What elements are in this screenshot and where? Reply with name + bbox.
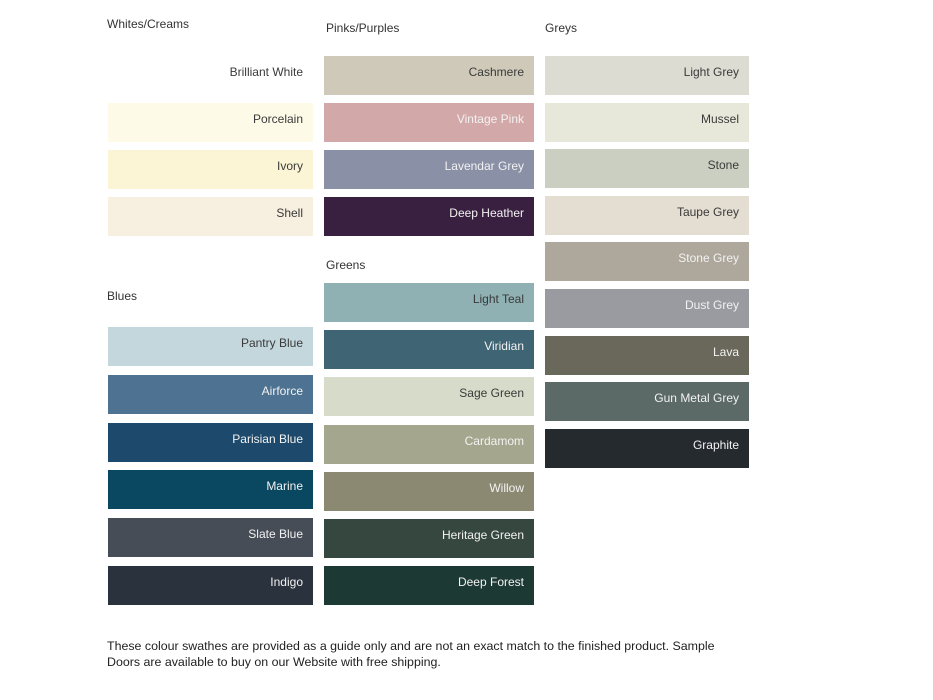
swatch-slate-blue: Slate Blue — [108, 518, 313, 558]
swatch-dust-grey: Dust Grey — [545, 288, 749, 328]
swatch-ivory: Ivory — [108, 150, 313, 189]
swatch-vintage-pink: Vintage Pink — [324, 103, 534, 142]
swatch-mussel: Mussel — [545, 102, 749, 142]
swatch-label: Sage Green — [459, 386, 524, 401]
swatch-marine: Marine — [108, 470, 313, 510]
group-title-pinks-purples: Pinks/Purples — [326, 21, 400, 35]
swatch-group-greys: Light Grey Mussel Stone Taupe Grey Stone… — [545, 56, 749, 468]
disclaimer-line-1: These colour swathes are provided as a g… — [107, 639, 715, 653]
swatch-label: Deep Heather — [449, 206, 524, 220]
swatch-lavendar-grey: Lavendar Grey — [324, 150, 534, 189]
swatch-cashmere: Cashmere — [324, 56, 534, 95]
swatch-label: Shell — [276, 206, 303, 220]
swatch-label: Heritage Green — [441, 527, 524, 542]
swatch-taupe-grey: Taupe Grey — [545, 195, 749, 235]
swatch-label: Indigo — [270, 574, 303, 589]
swatch-cardamom: Cardamom — [324, 424, 534, 464]
swatch-group-greens: Light Teal Viridian Sage Green Cardamom … — [324, 283, 534, 606]
swatch-deep-forest: Deep Forest — [324, 566, 534, 606]
swatch-sage-green: Sage Green — [324, 377, 534, 417]
group-title-whites-creams: Whites/Creams — [107, 17, 190, 31]
swatch-label: Vintage Pink — [456, 112, 524, 126]
swatch-label: Ivory — [276, 159, 303, 173]
swatch-label: Airforce — [261, 383, 303, 398]
swatch-label: Parisian Blue — [232, 431, 303, 446]
disclaimer-text: These colour swathes are provided as a g… — [107, 639, 807, 670]
group-title-greys: Greys — [545, 21, 578, 35]
swatch-label: Deep Forest — [457, 575, 524, 590]
swatch-label: Slate Blue — [248, 527, 303, 542]
swatch-stone-grey: Stone Grey — [545, 242, 749, 282]
swatch-label: Brilliant White — [229, 65, 303, 79]
swatch-pantry-blue: Pantry Blue — [108, 327, 313, 366]
swatch-label: Lava — [712, 344, 739, 359]
swatch-gun-metal-grey: Gun Metal Grey — [545, 382, 749, 422]
swatch-light-teal: Light Teal — [324, 283, 534, 322]
swatch-label: Lavendar Grey — [444, 159, 524, 173]
swatch-label: Cardamom — [464, 433, 524, 448]
swatch-deep-heather: Deep Heather — [324, 197, 534, 236]
swatch-light-grey: Light Grey — [545, 56, 749, 95]
swatch-shell: Shell — [108, 197, 313, 236]
column-whites-blues: Whites/Creams Brilliant White Porcelain … — [107, 0, 313, 700]
swatch-label: Mussel — [700, 111, 739, 126]
swatch-brilliant-white: Brilliant White — [108, 56, 313, 95]
disclaimer-line-2: Doors are available to buy on our Websit… — [107, 654, 441, 669]
swatch-label: Pantry Blue — [240, 336, 303, 350]
swatch-graphite: Graphite — [545, 428, 749, 468]
swatch-stone: Stone — [545, 149, 749, 189]
swatch-porcelain: Porcelain — [108, 103, 313, 142]
swatch-label: Stone — [707, 158, 739, 173]
group-title-blues: Blues — [107, 289, 138, 303]
column-greys: Greys Light Grey Mussel Stone Taupe Grey… — [545, 0, 749, 700]
swatch-group-pinks-purples: Cashmere Vintage Pink Lavendar Grey Deep… — [324, 56, 534, 236]
swatch-label: Graphite — [692, 437, 739, 452]
swatch-airforce: Airforce — [108, 374, 313, 414]
column-pinks-greens: Pinks/Purples Cashmere Vintage Pink Lave… — [324, 0, 534, 700]
swatch-label: Stone Grey — [678, 251, 739, 266]
swatch-label: Light Grey — [683, 65, 739, 79]
swatch-group-blues: Pantry Blue Airforce Parisian Blue Marin… — [108, 327, 313, 605]
swatch-label: Dust Grey — [684, 297, 739, 312]
swatch-label: Taupe Grey — [676, 204, 739, 219]
swatch-label: Light Teal — [472, 292, 524, 306]
swatch-label: Willow — [489, 480, 524, 495]
swatch-label: Cashmere — [468, 65, 524, 79]
swatch-willow: Willow — [324, 471, 534, 511]
swatch-parisian-blue: Parisian Blue — [108, 422, 313, 462]
swatch-group-whites-creams: Brilliant White Porcelain Ivory Shell — [108, 56, 313, 236]
swatch-label: Marine — [266, 479, 303, 494]
swatch-label: Porcelain — [252, 112, 303, 126]
swatch-label: Viridian — [484, 339, 524, 354]
swatch-heritage-green: Heritage Green — [324, 518, 534, 558]
swatch-lava: Lava — [545, 335, 749, 375]
swatch-indigo: Indigo — [108, 565, 313, 605]
swatch-label: Gun Metal Grey — [654, 391, 739, 406]
group-title-greens: Greens — [326, 258, 366, 272]
swatch-viridian: Viridian — [324, 330, 534, 370]
